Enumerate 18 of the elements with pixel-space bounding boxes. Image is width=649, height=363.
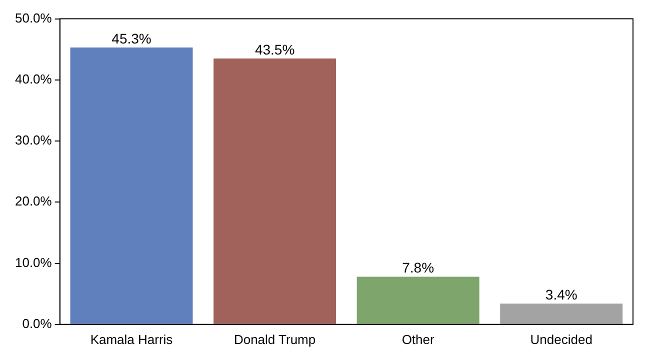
bar xyxy=(356,276,480,324)
data-label: 3.4% xyxy=(545,286,578,302)
x-tick-label: Other xyxy=(402,332,435,347)
x-tick-label: Kamala Harris xyxy=(90,332,174,347)
y-tick-label: 10.0% xyxy=(14,254,52,270)
bar xyxy=(70,48,193,324)
data-label: 45.3% xyxy=(112,30,152,46)
y-tick-label: 50.0% xyxy=(14,10,52,26)
data-label: 43.5% xyxy=(254,41,295,58)
y-tick-label: 0.0% xyxy=(22,316,52,331)
bar xyxy=(500,304,623,324)
y-tick-label: 20.0% xyxy=(14,194,52,209)
y-tick-label: 30.0% xyxy=(14,132,52,148)
data-label: 7.8% xyxy=(402,260,434,276)
x-tick-label: Undecided xyxy=(530,332,592,347)
x-tick-label: Donald Trump xyxy=(234,332,316,347)
y-tick-label: 40.0% xyxy=(14,72,52,86)
bar xyxy=(214,58,336,324)
